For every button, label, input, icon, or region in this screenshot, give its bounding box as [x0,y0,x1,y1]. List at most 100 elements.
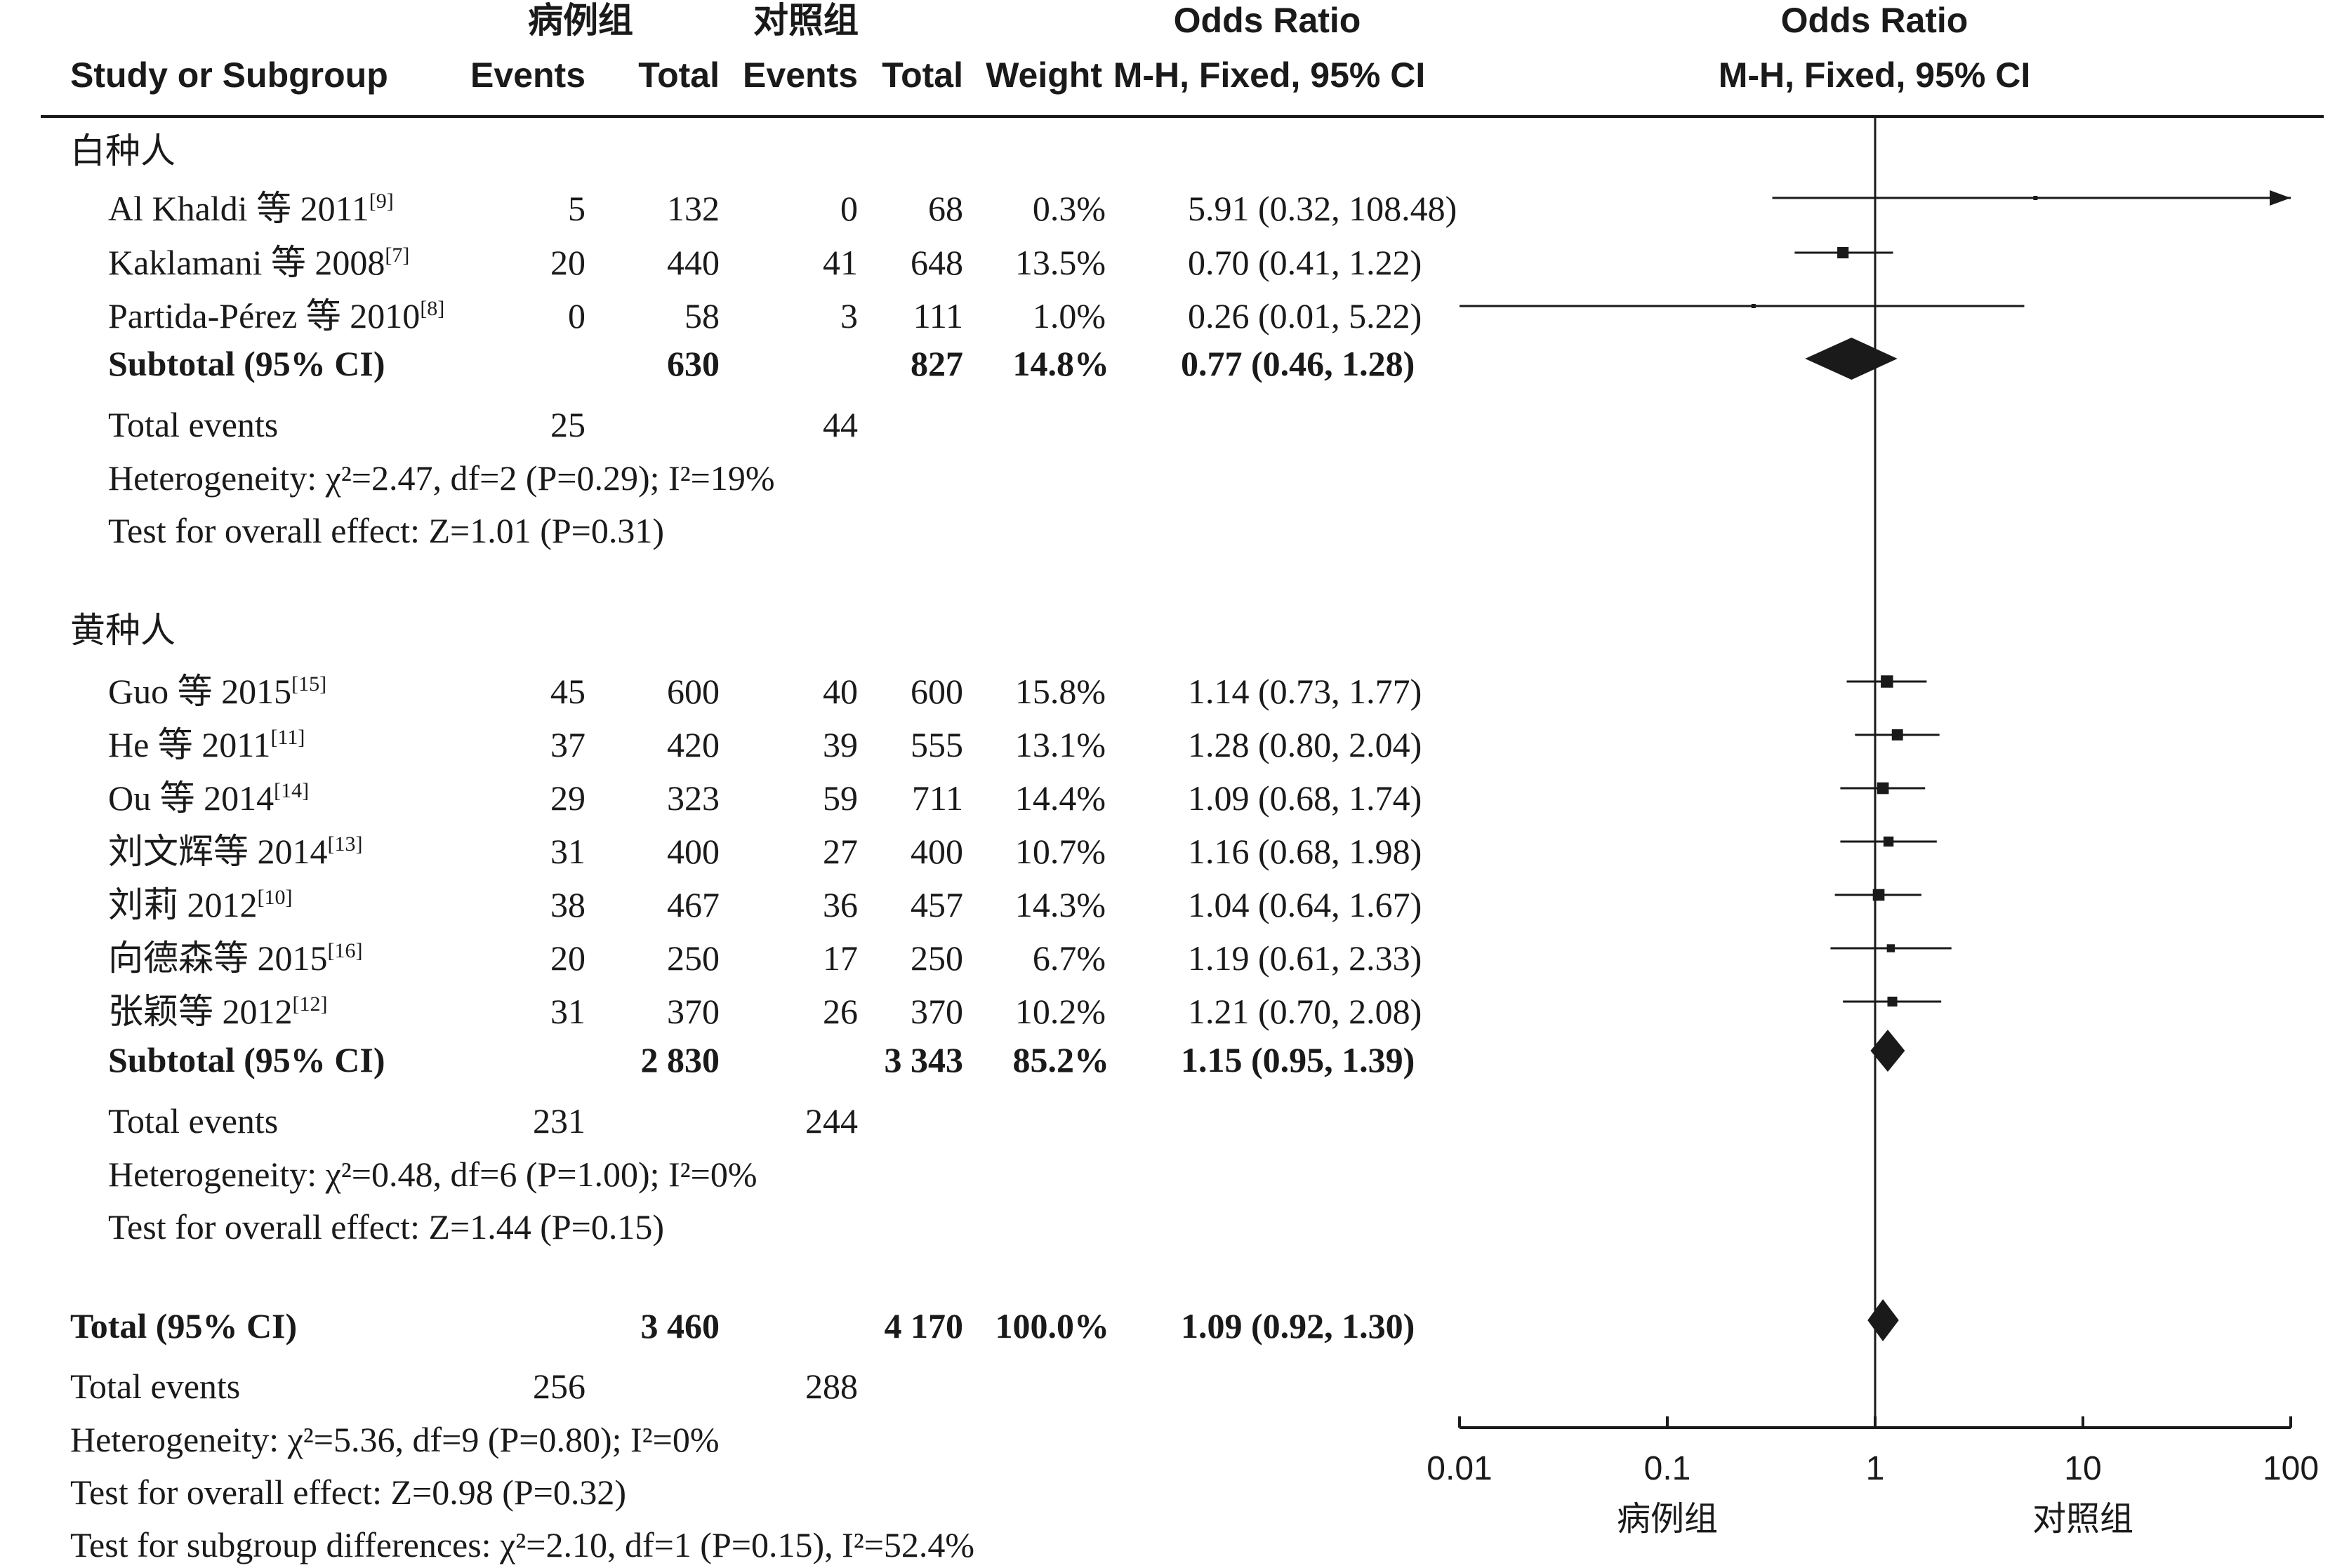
header-weight: Weight [986,55,1102,95]
svg-text:Al Khaldi 等 2011[9]: Al Khaldi 等 2011[9] [108,189,394,228]
study-row: 刘文辉等 2014[13] 31 400 27 400 10.7% 1.16 (… [108,832,1422,871]
total-events-case: 231 [533,1101,585,1141]
study-row: Al Khaldi 等 2011[9] 5 132 0 68 0.3% 5.91… [108,189,1457,228]
header-case-total: Total [638,55,720,95]
subtotal-row: Subtotal (95% CI) 630 827 14.8% 0.77 (0.… [108,344,1415,383]
svg-text:张颖等 2012[12]: 张颖等 2012[12] [108,992,327,1031]
weight: 13.1% [1015,725,1106,764]
svg-text:刘文辉等 2014[13]: 刘文辉等 2014[13] [108,832,362,871]
subtotal-row: Subtotal (95% CI) 2 830 3 343 85.2% 1.15… [108,1040,1415,1079]
header-control-group: 对照组 [753,1,859,40]
ctrl-events: 26 [823,992,858,1031]
weight: 10.7% [1015,832,1106,871]
study-label: Ou 等 2014 [108,778,274,818]
total-events-row: Total events 256 288 [70,1367,858,1406]
subtotal-weight: 85.2% [1013,1040,1110,1079]
study-row: 向德森等 2015[16] 20 250 17 250 6.7% 1.19 (0… [108,938,1422,978]
study-label: 张颖等 2012 [108,992,293,1031]
header-study: Study or Subgroup [70,55,388,95]
x-tick-label: 0.1 [1644,1450,1691,1487]
ctrl-total: 711 [912,778,963,818]
weight: 0.3% [1033,189,1106,228]
subtotal-case-total: 2 830 [641,1040,720,1079]
header-method-plot: M-H, Fixed, 95% CI [1719,55,2031,95]
odds-ratio-ci: 1.28 (0.80, 2.04) [1188,725,1422,764]
odds-ratio-ci: 1.14 (0.73, 1.77) [1188,672,1422,711]
odds-ratio-ci: 5.91 (0.32, 108.48) [1188,189,1457,228]
ctrl-total: 250 [911,938,963,978]
header-ctrl-total: Total [882,55,963,95]
weight: 10.2% [1015,992,1106,1031]
overall-effect-text: Test for overall effect: Z=1.01 (P=0.31) [108,511,664,550]
total-events-row: Total events 25 44 [108,405,858,444]
weight: 14.4% [1015,778,1106,818]
point-estimate [1887,996,1898,1007]
case-total: 467 [667,885,720,924]
subtotal-odds-ratio-ci: 1.15 (0.95, 1.39) [1181,1040,1415,1079]
svg-text:向德森等 2015[16]: 向德森等 2015[16] [108,938,362,978]
point-estimate [1877,782,1889,795]
study-row: He 等 2011[11] 37 420 39 555 13.1% 1.28 (… [108,725,1422,764]
total-events-case: 256 [533,1367,585,1406]
pooled-diamond [1870,1030,1905,1072]
case-events: 45 [550,672,585,711]
study-label: 刘莉 2012 [108,885,258,924]
subtotal-ctrl-total: 827 [911,344,963,383]
total-ctrl-total: 4 170 [885,1306,964,1346]
point-estimate [1837,246,1849,259]
odds-ratio-ci: 1.09 (0.68, 1.74) [1188,778,1422,818]
case-events: 20 [550,243,585,282]
point-estimate [1881,675,1893,688]
odds-ratio-ci: 1.16 (0.68, 1.98) [1188,832,1422,871]
subtotal-label: Subtotal (95% CI) [108,1040,385,1079]
total-events-label: Total events [108,405,278,444]
axis-left-label: 病例组 [1617,1501,1718,1538]
study-ref: [7] [385,244,409,267]
case-events: 5 [568,189,585,228]
study-ref: [9] [369,190,394,213]
footer-overall-effect: Test for overall effect: Z=0.98 (P=0.32) [70,1473,626,1512]
case-total: 420 [667,725,720,764]
study-row: Kaklamani 等 2008[7] 20 440 41 648 13.5% … [108,243,1422,282]
study-row: Ou 等 2014[14] 29 323 59 711 14.4% 1.09 (… [108,778,1422,818]
study-ref: [8] [420,297,444,320]
weight: 6.7% [1033,938,1106,978]
x-tick-label: 1 [1866,1450,1885,1487]
study-row: 张颖等 2012[12] 31 370 26 370 10.2% 1.21 (0… [108,992,1422,1031]
total-events-ctrl: 288 [805,1367,858,1406]
study-ref: [16] [328,939,363,962]
odds-ratio-ci: 0.26 (0.01, 5.22) [1188,296,1422,335]
x-axis-ticks: 0.01 0.1 1 10 100 [1427,1416,2319,1487]
subtotal-weight: 14.8% [1013,344,1110,383]
x-tick-label: 100 [2263,1450,2319,1487]
ctrl-total: 457 [911,885,963,924]
ctrl-total: 111 [913,296,963,335]
ctrl-events: 0 [840,189,858,228]
case-events: 37 [550,725,585,764]
subgroup-heading: 黄种人 [70,611,176,650]
case-events: 29 [550,778,585,818]
svg-text:Ou 等 2014[14]: Ou 等 2014[14] [108,778,309,818]
case-total: 440 [667,243,720,282]
total-events-ctrl: 244 [805,1101,858,1141]
axis-right-label: 对照组 [2032,1501,2133,1538]
total-events-label: Total events [108,1101,278,1141]
weight: 14.3% [1015,885,1106,924]
point-estimate [1891,729,1903,740]
study-ref: [12] [293,992,328,1016]
svg-text:Kaklamani 等 2008[7]: Kaklamani 等 2008[7] [108,243,409,282]
heterogeneity-text: Heterogeneity: χ²=2.47, df=2 (P=0.29); I… [108,458,775,498]
case-events: 31 [550,832,585,871]
total-events-row: Total events 231 244 [108,1101,858,1141]
header-case-group: 病例组 [528,1,633,40]
header-odds-ratio-plot: Odds Ratio [1781,1,1968,40]
ctrl-total: 555 [911,725,963,764]
overall-effect-text: Test for overall effect: Z=1.44 (P=0.15) [108,1207,664,1247]
case-total: 600 [667,672,720,711]
study-ref: [14] [274,779,309,802]
ctrl-events: 39 [823,725,858,764]
point-estimate [1872,889,1885,901]
study-row: Guo 等 2015[15] 45 600 40 600 15.8% 1.14 … [108,672,1422,711]
pooled-diamond [1867,1299,1899,1341]
odds-ratio-ci: 1.19 (0.61, 2.33) [1188,938,1422,978]
